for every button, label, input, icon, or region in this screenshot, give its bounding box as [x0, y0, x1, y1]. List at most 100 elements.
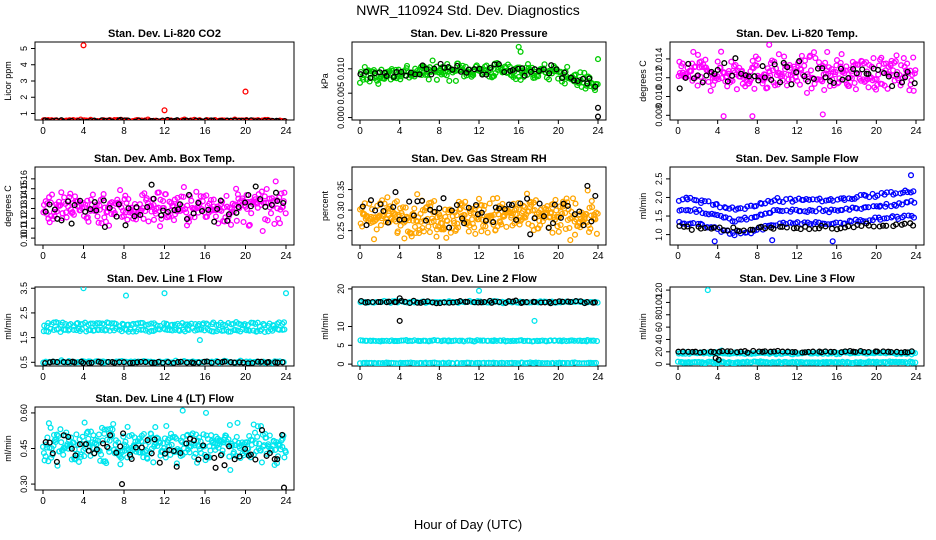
data-point: [561, 69, 568, 76]
data-point: [219, 117, 226, 120]
data-point: [433, 300, 440, 307]
data-point: [191, 453, 198, 461]
data-point: [751, 73, 758, 80]
data-point: [122, 292, 130, 299]
x-tick-label: 20: [871, 251, 883, 262]
data-point: [592, 359, 600, 366]
data-point: [59, 210, 66, 217]
x-tick-label: 4: [397, 126, 403, 137]
panel-6: Stan. Dev. Sample Flow ml/min 0 4 8 12 16 20 24 1…: [638, 153, 925, 262]
data-point: [881, 82, 888, 89]
data-point: [214, 205, 221, 212]
data-point: [531, 215, 538, 222]
y-tick-label: 4: [19, 62, 29, 67]
data-point: [384, 194, 391, 201]
panel-9: Stan. Dev. Line 3 Flow ml/min 0 4 8 12 16 20 24 0…: [638, 273, 925, 383]
x-tick-label: 12: [791, 126, 803, 137]
data-point: [548, 62, 555, 69]
data-point: [588, 197, 595, 205]
data-point: [249, 359, 256, 366]
data-point: [42, 208, 49, 215]
data-point: [591, 299, 598, 306]
data-point: [239, 326, 246, 333]
data-point: [562, 209, 569, 217]
data-point: [91, 199, 98, 206]
panel-title: Stan. Dev. Line 3 Flow: [739, 273, 855, 285]
data-point: [426, 229, 433, 236]
data-point: [859, 66, 866, 73]
data-point: [95, 326, 102, 333]
data-point: [715, 356, 722, 363]
data-point: [781, 53, 788, 60]
x-tick-label: 20: [871, 372, 883, 383]
data-point: [465, 66, 472, 73]
data-point: [57, 426, 64, 433]
x-tick-label: 0: [40, 126, 46, 137]
data-point: [196, 337, 203, 344]
data-point: [261, 193, 268, 200]
data-point: [800, 196, 807, 204]
data-point: [455, 224, 462, 231]
data-point: [545, 76, 553, 83]
data-point: [727, 348, 734, 355]
data-point: [201, 358, 208, 365]
data-point: [896, 358, 903, 365]
data-point: [171, 207, 178, 214]
data-point: [370, 337, 377, 344]
x-tick-label: 24: [280, 126, 292, 137]
data-point: [822, 223, 829, 230]
data-point: [125, 117, 132, 120]
data-point: [273, 117, 280, 120]
data-point: [189, 430, 196, 437]
data-point: [81, 453, 88, 460]
data-point: [753, 62, 760, 69]
data-point: [888, 348, 895, 356]
data-point: [440, 195, 447, 202]
data-point: [68, 220, 75, 227]
data-point: [797, 226, 804, 233]
data-point: [87, 117, 94, 120]
x-tick-label: 4: [81, 372, 87, 383]
data-point: [758, 200, 765, 207]
data-point: [755, 55, 762, 63]
x-tick-label: 20: [871, 126, 883, 137]
data-point: [180, 193, 187, 200]
data-point: [850, 359, 857, 366]
data-point: [254, 433, 261, 440]
data-point: [62, 326, 69, 333]
x-tick-label: 8: [121, 496, 127, 507]
data-point: [904, 189, 911, 196]
data-point: [238, 117, 245, 120]
data-point: [709, 201, 717, 208]
data-point: [121, 117, 128, 120]
data-point: [158, 215, 165, 222]
data-point: [168, 441, 175, 448]
data-point: [381, 200, 388, 207]
y-tick-label: 0.000: [336, 106, 346, 129]
data-point: [411, 223, 419, 230]
data-point: [834, 196, 841, 203]
data-point: [530, 338, 537, 345]
points-layer: [39, 407, 289, 490]
data-point: [235, 203, 242, 211]
data-point: [792, 197, 799, 204]
data-point: [770, 225, 777, 232]
y-tick-label: 0.14: [19, 190, 29, 208]
data-point: [477, 337, 484, 344]
x-tick-label: 8: [755, 251, 761, 262]
data-point: [812, 225, 819, 232]
data-point: [275, 118, 282, 120]
x-tick-label: 24: [592, 251, 604, 262]
data-point: [81, 419, 88, 426]
data-point: [46, 201, 53, 208]
data-point: [810, 49, 818, 56]
data-point: [240, 218, 247, 226]
data-point: [148, 430, 155, 438]
data-point: [831, 348, 838, 355]
data-point: [42, 453, 49, 460]
data-point: [507, 338, 514, 345]
data-point: [156, 439, 164, 446]
data-point: [527, 198, 534, 205]
y-axis-label: kPa: [320, 73, 330, 89]
data-point: [224, 117, 231, 120]
